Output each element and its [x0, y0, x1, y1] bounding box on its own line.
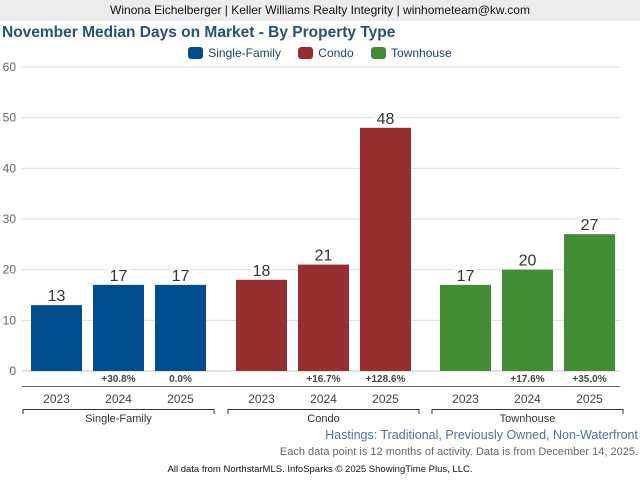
legend-swatch-townhouse	[371, 46, 387, 59]
legend-swatch-single-family	[188, 46, 204, 59]
group-label: Single-Family	[85, 413, 152, 425]
x-tick-label: 2024	[514, 392, 541, 406]
percent-change-label: 0.0%	[169, 374, 192, 385]
x-tick-label: 2024	[310, 392, 337, 406]
bar-single-family-2024	[93, 284, 144, 371]
x-tick-label: 2023	[248, 392, 275, 406]
chart-title: November Median Days on Market - By Prop…	[2, 24, 396, 41]
data-label: 48	[377, 111, 395, 128]
x-tick-label: 2025	[576, 392, 603, 406]
legend-item-single-family[interactable]: Single-Family	[188, 46, 281, 60]
data-label: 13	[48, 288, 66, 305]
x-tick-label: 2023	[452, 392, 479, 406]
data-label: 18	[253, 263, 271, 280]
y-tick-label: 0	[9, 364, 16, 378]
bar-townhouse-2024	[502, 269, 553, 371]
x-tick-label: 2025	[167, 392, 194, 406]
bar-single-family-2025	[155, 284, 206, 371]
percent-change-label: +30.8%	[101, 374, 135, 385]
bar-townhouse-2025	[564, 234, 615, 371]
y-tick-label: 60	[3, 60, 17, 74]
legend-label: Condo	[318, 45, 354, 60]
y-tick-label: 50	[3, 111, 17, 125]
bar-townhouse-2023	[440, 284, 491, 371]
x-tick-label: 2024	[105, 392, 132, 406]
y-tick-label: 10	[3, 313, 17, 327]
data-label-background	[45, 286, 68, 304]
y-tick-label: 20	[3, 263, 17, 277]
data-label-background	[516, 250, 539, 268]
data-label: 17	[457, 268, 475, 285]
legend-label: Townhouse	[391, 45, 452, 60]
bar-condo-2024	[298, 264, 349, 371]
data-label: 21	[315, 248, 333, 265]
data-label: 20	[519, 253, 537, 270]
group-bracket	[22, 409, 215, 414]
bar-single-family-2023	[31, 305, 82, 371]
percent-change-label: +17.6%	[510, 374, 544, 385]
data-label-background	[374, 108, 397, 126]
y-tick-label: 40	[3, 161, 17, 175]
data-label-background	[454, 265, 477, 283]
group-label: Townhouse	[500, 413, 556, 425]
percent-change-label: +35.0%	[572, 374, 606, 385]
legend-item-condo[interactable]: Condo	[298, 45, 354, 60]
data-label-background	[250, 260, 273, 278]
legend-label: Single-Family	[208, 45, 281, 60]
group-bracket	[431, 409, 624, 414]
group-label: Condo	[307, 413, 339, 425]
x-tick-label: 2025	[372, 392, 399, 406]
data-note: Each data point is 12 months of activity…	[279, 446, 638, 458]
legend-item-townhouse[interactable]: Townhouse	[371, 46, 452, 60]
bar-condo-2025	[360, 127, 411, 371]
chart-legend: Single-Family Condo Townhouse	[0, 45, 640, 60]
percent-change-label: +16.7%	[306, 374, 340, 385]
data-label: 17	[110, 268, 128, 285]
data-label-background	[107, 265, 130, 283]
legend-swatch-condo	[298, 46, 314, 59]
agent-header-bar: Winona Eichelberger | Keller Williams Re…	[0, 0, 640, 21]
data-label-background	[578, 215, 601, 233]
bar-condo-2023	[236, 279, 287, 371]
footer-attribution: All data from NorthstarMLS. InfoSparks ©…	[167, 464, 473, 475]
bar-chart: 010203040506013202317+30.8%2024170.0%202…	[3, 60, 624, 425]
x-tick-label: 2023	[43, 392, 70, 406]
data-label-background	[312, 245, 335, 263]
chart-subtitle: Hastings: Traditional, Previously Owned,…	[325, 428, 638, 442]
y-tick-label: 30	[3, 212, 17, 226]
percent-change-label: +128.6%	[366, 374, 406, 385]
data-label: 27	[581, 217, 599, 234]
group-bracket	[227, 409, 420, 414]
data-label: 17	[172, 268, 190, 285]
data-label-background	[169, 265, 192, 283]
